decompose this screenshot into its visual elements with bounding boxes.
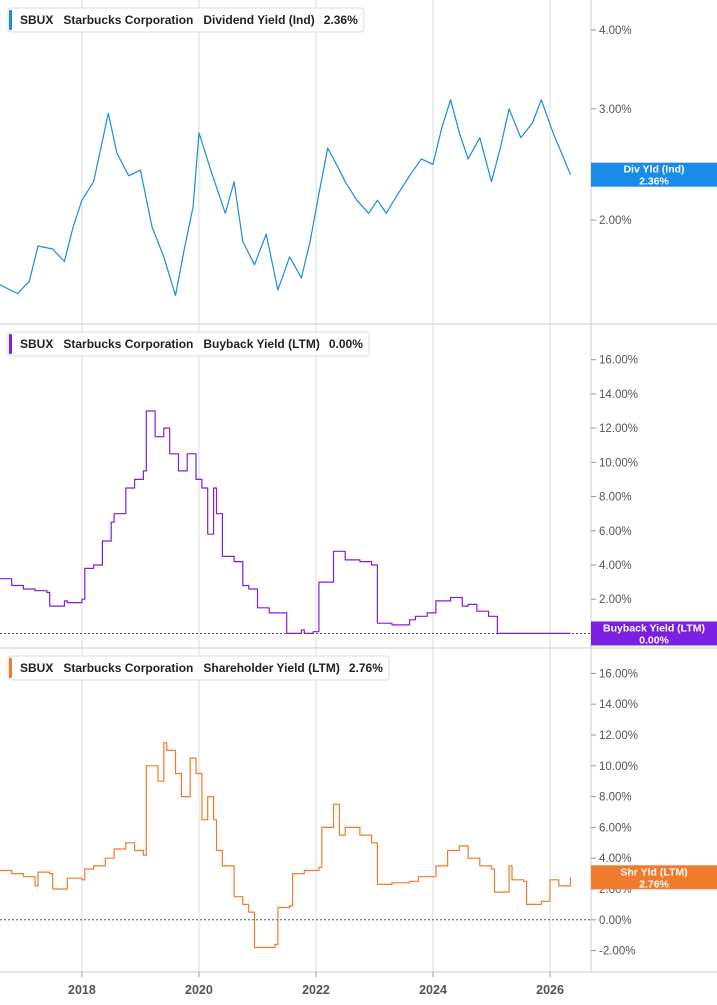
legend-metric: Buyback Yield (LTM)	[203, 337, 319, 351]
y-tick-label: 12.00%	[599, 423, 638, 435]
y-tick-label: 10.00%	[599, 761, 638, 773]
legend-box	[7, 331, 370, 357]
x-tick-label: 2022	[302, 983, 330, 997]
legend-ticker: SBUX	[20, 337, 53, 351]
series-line-dividend-yield-ind	[0, 99, 572, 296]
y-tick-label: 2.00%	[599, 215, 632, 227]
value-tag	[591, 162, 717, 187]
y-tick-label: 14.00%	[599, 699, 638, 711]
x-tick-label: 2020	[185, 983, 213, 997]
legend-company: Starbucks Corporation	[63, 337, 193, 351]
y-tick-label: 2.00%	[599, 594, 632, 606]
y-tick-label: 12.00%	[599, 730, 638, 742]
value-tag	[591, 865, 717, 890]
legend-ticker: SBUX	[20, 13, 53, 27]
y-tick-label: 4.00%	[599, 853, 632, 865]
legend-value: 2.36%	[324, 13, 358, 27]
y-tick-label: 10.00%	[599, 457, 638, 469]
legend-box	[7, 7, 365, 33]
y-tick-label: 14.00%	[599, 389, 638, 401]
legend-metric: Dividend Yield (Ind)	[203, 13, 314, 27]
legend-box	[7, 655, 390, 681]
x-tick-label: 2024	[419, 983, 447, 997]
y-tick-label: 8.00%	[599, 792, 632, 804]
value-tag-label: Buyback Yield (LTM)	[603, 622, 705, 634]
value-tag-value: 0.00%	[639, 634, 669, 646]
y-tick-label: 0.00%	[599, 915, 632, 927]
y-tick-label: 16.00%	[599, 355, 638, 367]
y-tick-label: 3.00%	[599, 104, 632, 116]
legend-value: 2.76%	[349, 661, 383, 675]
legend-color-swatch	[9, 334, 12, 354]
legend-company: Starbucks Corporation	[63, 661, 193, 675]
legend-color-swatch	[9, 10, 12, 30]
value-tag	[591, 621, 717, 646]
series-line-buyback-yield-ltm	[0, 410, 571, 635]
legend-color-swatch	[9, 658, 12, 678]
y-tick-label: 16.00%	[599, 668, 638, 680]
legend-value: 0.00%	[329, 337, 363, 351]
series-line-shareholder-yield-ltm	[0, 742, 572, 949]
x-tick-label: 2026	[536, 983, 564, 997]
y-tick-label: 8.00%	[599, 492, 632, 504]
y-tick-label: 4.00%	[599, 25, 632, 37]
x-tick-label: 2018	[68, 983, 96, 997]
legend-company: Starbucks Corporation	[63, 13, 193, 27]
value-tag-label: Div Yld (Ind)	[623, 164, 684, 176]
y-tick-label: 4.00%	[599, 560, 632, 572]
legend-ticker: SBUX	[20, 661, 53, 675]
value-tag-label: Shr Yld (LTM)	[620, 866, 687, 878]
legend-metric: Shareholder Yield (LTM)	[203, 661, 339, 675]
y-tick-label: -2.00%	[599, 946, 635, 958]
value-tag-value: 2.36%	[639, 176, 669, 188]
y-tick-label: 6.00%	[599, 822, 632, 834]
value-tag-value: 2.76%	[639, 878, 669, 890]
y-tick-label: 6.00%	[599, 526, 632, 538]
